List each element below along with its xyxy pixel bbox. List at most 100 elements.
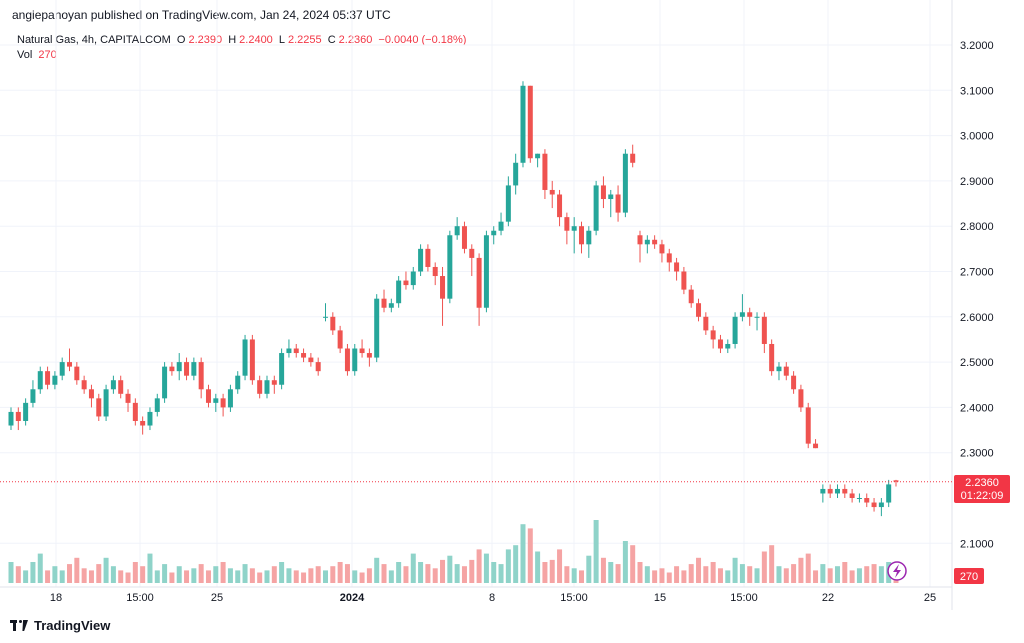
candle-body xyxy=(747,312,753,317)
candle-body xyxy=(264,380,270,394)
price-tick-label: 3.0000 xyxy=(960,131,994,143)
candle-body xyxy=(469,248,475,258)
candle-body xyxy=(542,153,548,190)
candle-body xyxy=(776,366,782,372)
candle-body xyxy=(301,353,307,358)
candle-body xyxy=(827,488,833,494)
time-tick-label: 15:00 xyxy=(560,592,588,604)
volume-bar xyxy=(652,570,658,583)
volume-bar xyxy=(600,557,606,583)
volume-label[interactable]: Vol xyxy=(17,49,33,61)
candle-body xyxy=(140,420,146,426)
footer-brand[interactable]: TradingView xyxy=(10,618,110,633)
candle-body xyxy=(344,348,350,372)
candle-body xyxy=(871,502,877,508)
volume-bar xyxy=(644,566,650,583)
candle-body xyxy=(271,380,277,385)
volume-bar xyxy=(461,566,467,583)
volume-bar xyxy=(717,568,723,583)
volume-bar xyxy=(432,568,438,583)
volume-bar xyxy=(74,557,80,583)
price-tick-label: 2.9000 xyxy=(960,176,994,188)
volume-bar xyxy=(666,572,672,583)
lightning-icon[interactable] xyxy=(887,561,907,581)
volume-line: Vol 270 xyxy=(17,48,469,63)
candle-body xyxy=(674,262,680,272)
candle-body xyxy=(878,502,884,508)
volume-bar xyxy=(286,568,292,583)
symbol-label[interactable]: Natural Gas, 4h, CAPITALCOM xyxy=(17,34,171,46)
candle-body xyxy=(505,185,511,222)
candle-body xyxy=(103,389,109,417)
candle-body xyxy=(249,339,255,381)
volume-bar xyxy=(440,559,446,583)
candle-body xyxy=(162,366,168,399)
volume-bar xyxy=(220,562,226,583)
volume-bar xyxy=(578,570,584,583)
volume-bar xyxy=(447,555,453,583)
candle-body xyxy=(652,239,658,245)
brand-label: TradingView xyxy=(34,618,111,633)
volume-bar xyxy=(696,557,702,583)
candle-body xyxy=(820,488,826,494)
candle-body xyxy=(293,348,299,354)
candle-body xyxy=(856,498,862,499)
candle-body xyxy=(396,280,402,304)
volume-bar xyxy=(176,566,182,583)
volume-bar xyxy=(864,566,870,583)
candle-body xyxy=(30,389,36,403)
candle-body xyxy=(498,221,504,231)
time-tick-label: 25 xyxy=(211,592,223,604)
volume-bar xyxy=(308,568,314,583)
candle-body xyxy=(110,380,116,390)
candle-body xyxy=(147,411,153,426)
volume-bar xyxy=(425,564,431,583)
volume-bar xyxy=(242,564,248,583)
volume-bar xyxy=(140,566,146,583)
candle-body xyxy=(564,217,570,231)
candle-body xyxy=(381,298,387,308)
candle-body xyxy=(630,153,636,163)
candle-body xyxy=(176,362,182,372)
price-tick-label: 2.3000 xyxy=(960,448,994,460)
candle-body xyxy=(703,316,709,331)
price-tick-label: 3.2000 xyxy=(960,40,994,52)
candle-body xyxy=(769,343,775,372)
volume-bar xyxy=(754,568,760,583)
volume-bar xyxy=(184,570,190,583)
candle-body xyxy=(388,303,394,308)
volume-bar xyxy=(505,549,511,583)
volume-bar xyxy=(235,570,241,583)
candle-body xyxy=(549,189,555,195)
high-label: H xyxy=(228,34,237,46)
volume-bar xyxy=(798,557,804,583)
volume-bar xyxy=(637,562,643,583)
candle-body xyxy=(191,362,197,376)
candle-body xyxy=(366,353,372,358)
volume-bar xyxy=(410,553,416,583)
candle-body xyxy=(96,398,102,417)
candle-body xyxy=(483,235,489,308)
candle-body xyxy=(337,330,343,349)
candle-body xyxy=(323,316,329,318)
volume-bar xyxy=(227,568,233,583)
publisher-header: angiepanoyan published on TradingView.co… xyxy=(12,8,391,22)
candle-body xyxy=(659,244,665,254)
candle-body xyxy=(608,194,614,200)
time-tick-label: 15 xyxy=(654,592,666,604)
volume-bar xyxy=(498,564,504,583)
candle-body xyxy=(257,380,263,394)
volume-bar xyxy=(88,570,94,583)
price-tick-label: 2.5000 xyxy=(960,357,994,369)
volume-bar xyxy=(615,564,621,583)
volume-bar xyxy=(154,570,160,583)
candle-body xyxy=(74,366,80,381)
candle-body xyxy=(330,316,336,331)
candle-body xyxy=(447,235,453,299)
volume-bar xyxy=(249,568,255,583)
volume-bar xyxy=(67,564,73,583)
volume-bar xyxy=(608,562,614,583)
chart-legend: Natural Gas, 4h, CAPITALCOM O 2.2390 H 2.2… xyxy=(17,33,469,63)
candle-body xyxy=(308,357,314,363)
